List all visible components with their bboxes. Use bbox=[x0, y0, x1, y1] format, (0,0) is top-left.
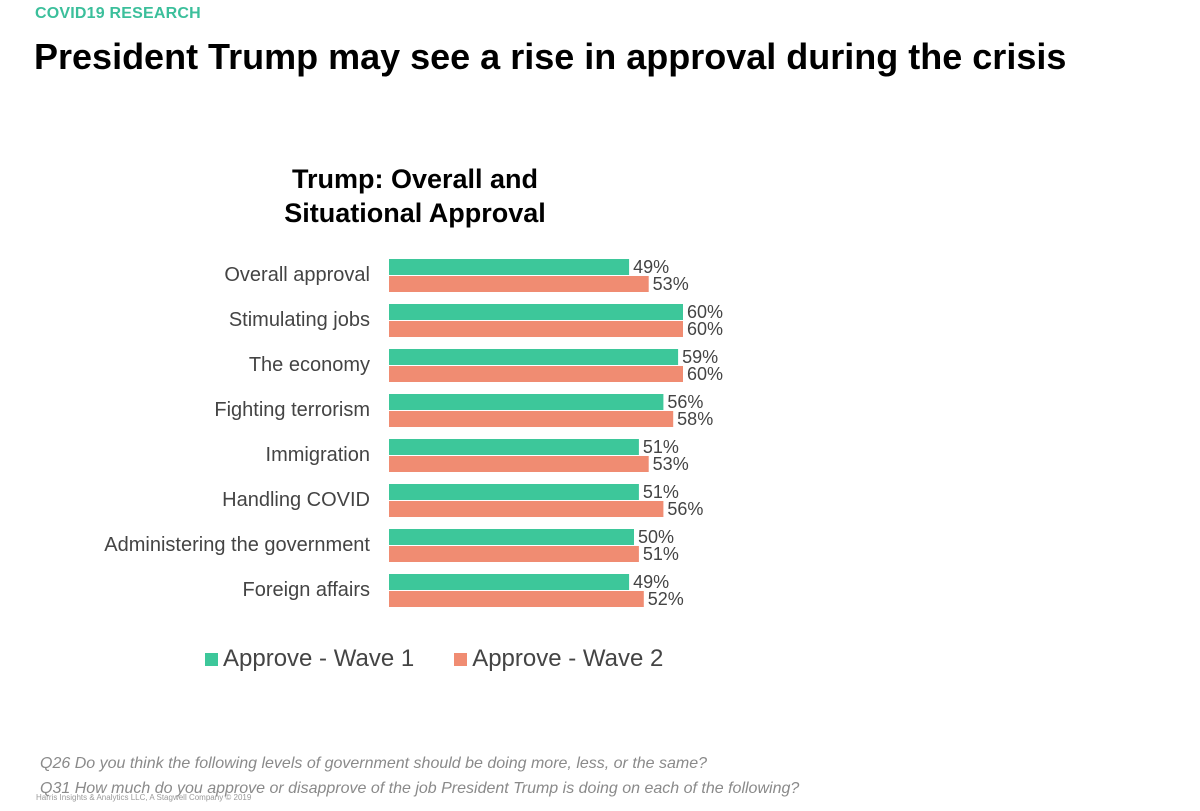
data-label-fighting-terrorism-wave-2: 58% bbox=[677, 409, 713, 429]
footnote-q31: Q31 How much do you approve or disapprov… bbox=[40, 780, 800, 797]
bar-the-economy-wave-2 bbox=[389, 366, 683, 382]
chart-title-line-1: Trump: Overall and bbox=[291, 164, 539, 194]
data-label-stimulating-jobs-wave-1: 60% bbox=[687, 302, 723, 322]
data-label-handling-covid-wave-1: 51% bbox=[643, 482, 679, 502]
data-label-overall-approval-wave-1: 49% bbox=[633, 257, 669, 277]
category-label-overall-approval: Overall approval bbox=[224, 264, 370, 286]
data-label-stimulating-jobs-wave-2: 60% bbox=[687, 319, 723, 339]
bar-immigration-wave-2 bbox=[389, 456, 649, 472]
data-label-the-economy-wave-2: 60% bbox=[687, 364, 723, 384]
bar-foreign-affairs-wave-1 bbox=[389, 574, 630, 590]
legend-swatch-wave-1 bbox=[205, 652, 218, 666]
category-label-handling-covid: Handling COVID bbox=[222, 489, 370, 511]
bar-fighting-terrorism-wave-1 bbox=[389, 394, 664, 410]
bar-the-economy-wave-1 bbox=[389, 349, 679, 365]
category-label-the-economy: The economy bbox=[249, 354, 370, 376]
footnote-q26: Q26 Do you think the following levels of… bbox=[40, 755, 708, 772]
bar-administering-the-government-wave-2 bbox=[389, 546, 639, 562]
bar-overall-approval-wave-2 bbox=[389, 276, 649, 292]
data-label-immigration-wave-2: 53% bbox=[653, 454, 689, 474]
data-label-administering-the-government-wave-2: 51% bbox=[643, 544, 679, 564]
chart-legend: Approve - Wave 1 Approve - Wave 2 bbox=[205, 645, 703, 673]
data-label-foreign-affairs-wave-1: 49% bbox=[633, 572, 669, 592]
data-label-fighting-terrorism-wave-1: 56% bbox=[667, 392, 703, 412]
category-label-stimulating-jobs: Stimulating jobs bbox=[229, 309, 370, 331]
data-label-handling-covid-wave-2: 56% bbox=[667, 499, 703, 519]
page-headline: President Trump may see a rise in approv… bbox=[34, 36, 1067, 77]
bar-stimulating-jobs-wave-2 bbox=[389, 321, 683, 337]
data-label-overall-approval-wave-2: 53% bbox=[653, 274, 689, 294]
category-label-immigration: Immigration bbox=[266, 444, 370, 466]
legend-label-wave-2: Approve - Wave 2 bbox=[472, 645, 664, 672]
category-label-administering-the-government: Administering the government bbox=[104, 534, 370, 556]
bar-handling-covid-wave-2 bbox=[389, 501, 664, 517]
legend-item-wave-2: Approve - Wave 2 bbox=[454, 645, 663, 673]
data-label-foreign-affairs-wave-2: 52% bbox=[648, 589, 684, 609]
copyright-notice: Harris Insights & Analytics LLC, A Stagw… bbox=[36, 793, 252, 802]
data-label-immigration-wave-1: 51% bbox=[643, 437, 679, 457]
legend-item-wave-1: Approve - Wave 1 bbox=[205, 645, 414, 673]
bar-administering-the-government-wave-1 bbox=[389, 529, 634, 545]
bar-overall-approval-wave-1 bbox=[389, 259, 630, 275]
bar-foreign-affairs-wave-2 bbox=[389, 591, 644, 607]
chart-title: Trump: Overall and Situational Approval bbox=[250, 162, 580, 230]
data-label-administering-the-government-wave-1: 50% bbox=[638, 527, 674, 547]
category-label-fighting-terrorism: Fighting terrorism bbox=[214, 399, 370, 421]
chart-title-line-2: Situational Approval bbox=[284, 198, 546, 228]
legend-label-wave-1: Approve - Wave 1 bbox=[223, 645, 415, 672]
bar-handling-covid-wave-1 bbox=[389, 484, 639, 500]
category-label-foreign-affairs: Foreign affairs bbox=[243, 579, 370, 601]
bar-stimulating-jobs-wave-1 bbox=[389, 304, 683, 320]
data-label-the-economy-wave-1: 59% bbox=[682, 347, 718, 367]
legend-swatch-wave-2 bbox=[454, 652, 468, 666]
bar-fighting-terrorism-wave-2 bbox=[389, 411, 674, 427]
section-kicker: COVID19 RESEARCH bbox=[35, 5, 201, 22]
bar-immigration-wave-1 bbox=[389, 439, 639, 455]
